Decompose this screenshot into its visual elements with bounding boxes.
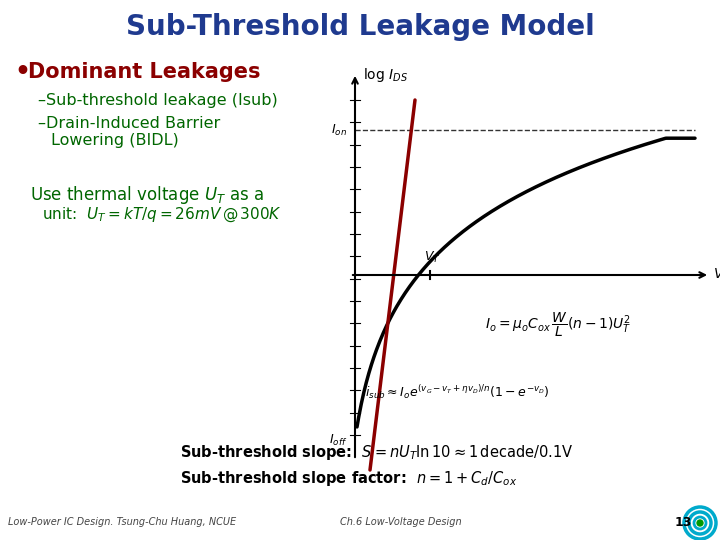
Text: Dominant Leakages: Dominant Leakages [28,62,261,82]
Text: $i_{sub} \approx I_o e^{(v_G - v_T + \eta v_D)/n}(1 - e^{-v_D})$: $i_{sub} \approx I_o e^{(v_G - v_T + \et… [365,383,549,401]
Text: $I_o = \mu_o C_{ox}\,\dfrac{W}{L}(n-1)U_T^2$: $I_o = \mu_o C_{ox}\,\dfrac{W}{L}(n-1)U_… [485,311,631,339]
Text: –Sub-threshold leakage (Isub): –Sub-threshold leakage (Isub) [38,92,278,107]
Text: –Drain-Induced Barrier: –Drain-Induced Barrier [38,116,220,131]
Text: •: • [14,60,30,84]
Text: $I_{off}$: $I_{off}$ [329,433,347,448]
Text: Lowering (BIDL): Lowering (BIDL) [51,132,179,147]
Text: Sub-threshold slope factor:  $n = 1 + C_d/C_{ox}$: Sub-threshold slope factor: $n = 1 + C_d… [180,469,518,488]
Text: Ch.6 Low-Voltage Design: Ch.6 Low-Voltage Design [340,517,462,527]
Text: $V_{GS}$: $V_{GS}$ [713,267,720,283]
Text: 13: 13 [675,516,693,529]
Circle shape [697,520,703,526]
Text: $\log\,I_{DS}$: $\log\,I_{DS}$ [363,66,408,84]
Text: Low-Power IC Design. Tsung-Chu Huang, NCUE: Low-Power IC Design. Tsung-Chu Huang, NC… [8,517,236,527]
Text: unit:  $U_T = kT/q = 26mV\,@\,300K$: unit: $U_T = kT/q = 26mV\,@\,300K$ [42,206,282,224]
Text: $I_{on}$: $I_{on}$ [331,123,347,138]
Text: Sub-Threshold Leakage Model: Sub-Threshold Leakage Model [125,13,595,41]
Text: Sub-threshold slope:  $S = nU_T \ln 10 \approx 1\,\mathrm{decade}/0.1\mathrm{V}$: Sub-threshold slope: $S = nU_T \ln 10 \a… [180,442,573,462]
Text: Use thermal voltage $U_T$ as a: Use thermal voltage $U_T$ as a [30,184,264,206]
Text: $V_T$: $V_T$ [424,250,440,265]
